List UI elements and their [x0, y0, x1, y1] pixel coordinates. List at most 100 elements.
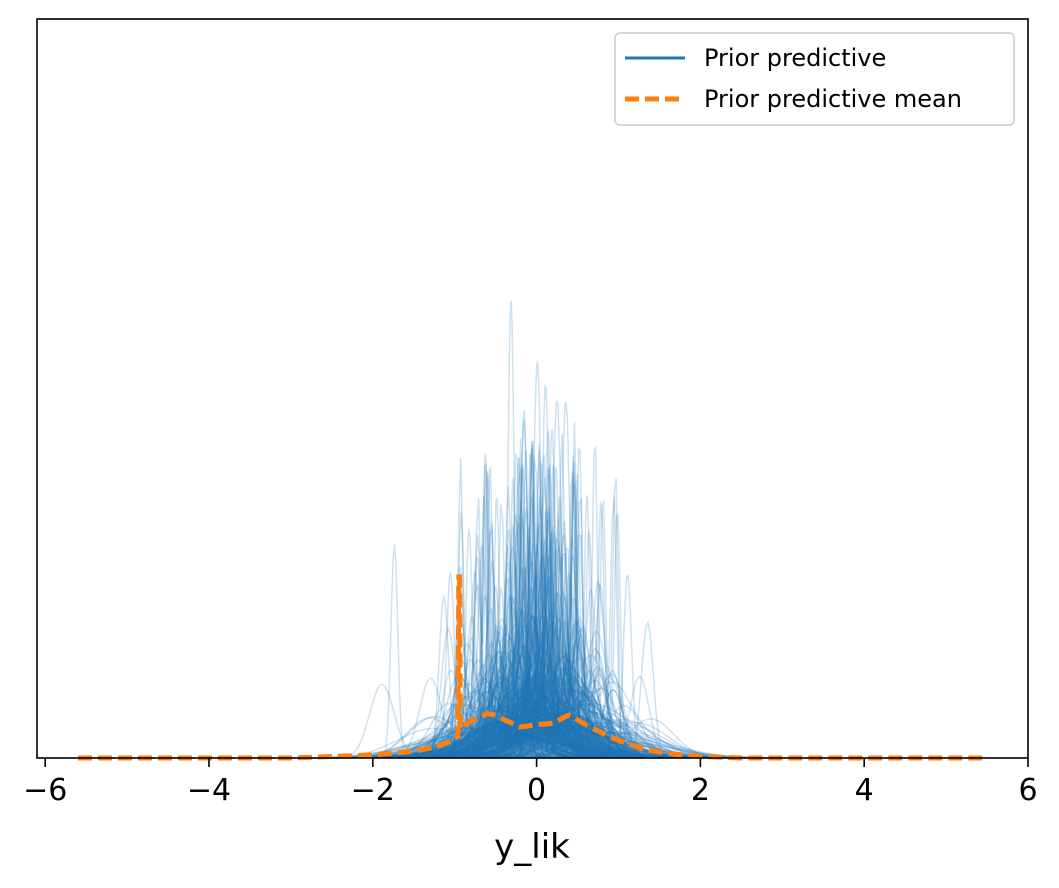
- prior-predictive-draw: [419, 570, 611, 758]
- prior-predictive-draw: [556, 579, 585, 757]
- prior-predictive-draw: [351, 664, 649, 758]
- prior-predictive-draw: [431, 457, 635, 758]
- prior-predictive-draw: [518, 663, 570, 758]
- prior-predictive-draw: [455, 689, 626, 758]
- prior-predictive-draw: [438, 675, 628, 758]
- prior-predictive-draw: [445, 684, 634, 758]
- prior-predictive-draw: [461, 677, 649, 758]
- prior-predictive-draw: [374, 717, 706, 758]
- prior-predictive-draw: [372, 715, 697, 758]
- prior-predictive-draw: [469, 717, 633, 758]
- prior-predictive-draw: [495, 661, 656, 758]
- prior-predictive-draw: [432, 611, 655, 758]
- prior-predictive-draw: [423, 636, 567, 758]
- prior-predictive-draw: [474, 494, 494, 756]
- prior-predictive-draw: [502, 638, 541, 758]
- prior-predictive-draw: [398, 659, 611, 758]
- prior-predictive-draw: [470, 594, 500, 757]
- prior-predictive-draw: [435, 497, 634, 758]
- prior-predictive-draw: [530, 539, 554, 756]
- prior-predictive-draw: [516, 579, 647, 758]
- prior-predictive-draw: [449, 731, 676, 758]
- prior-predictive-draw: [393, 675, 686, 758]
- prior-predictive-draw: [458, 528, 564, 758]
- prior-predictive-draw: [445, 724, 683, 758]
- prior-predictive-draw: [398, 470, 671, 758]
- prior-predictive-draw: [492, 495, 597, 758]
- prior-predictive-draw: [518, 719, 662, 758]
- prior-predictive-draw: [515, 716, 633, 758]
- prior-predictive-draw: [544, 548, 569, 757]
- prior-predictive-draw: [437, 514, 608, 758]
- prior-predictive-draw: [448, 731, 617, 758]
- prior-predictive-draw: [494, 714, 620, 758]
- prior-predictive-draw: [365, 644, 657, 758]
- prior-predictive-draw: [450, 576, 629, 758]
- prior-predictive-draw: [406, 630, 646, 758]
- x-tick-label: 6: [1018, 773, 1037, 808]
- prior-predictive-draw: [497, 529, 558, 758]
- prior-predictive-draw: [469, 677, 708, 758]
- prior-predictive-draw: [383, 660, 660, 758]
- prior-predictive-draw: [360, 610, 703, 758]
- prior-predictive-draw: [470, 641, 646, 758]
- prior-predictive-draw: [483, 715, 597, 758]
- prior-predictive-draw: [454, 667, 638, 758]
- prior-predictive-draw: [494, 673, 647, 758]
- prior-predictive-draw: [479, 715, 623, 758]
- prior-predictive-draw: [454, 725, 695, 758]
- prior-predictive-draw: [390, 587, 663, 758]
- prior-predictive-draw: [454, 716, 614, 758]
- prior-predictive-draw: [433, 678, 648, 758]
- prior-predictive-draw: [467, 710, 600, 758]
- prior-predictive-draw: [420, 594, 571, 758]
- prior-predictive-draw: [406, 664, 716, 758]
- prior-predictive-draw: [472, 710, 570, 758]
- prior-predictive-draw: [496, 550, 595, 758]
- prior-predictive-draw: [508, 589, 538, 757]
- prior-predictive-draw: [401, 739, 673, 758]
- legend-label-prior-predictive-mean: Prior predictive mean: [704, 85, 962, 113]
- prior-predictive-draw: [460, 501, 648, 758]
- prior-predictive-draw: [425, 638, 655, 758]
- prior-predictive-draw: [492, 440, 563, 758]
- prior-predictive-draw: [524, 622, 649, 758]
- prior-predictive-draw: [423, 629, 733, 758]
- prior-predictive-draw: [403, 737, 649, 758]
- prior-predictive-draw: [415, 450, 648, 758]
- prior-predictive-draw: [353, 706, 638, 758]
- prior-predictive-draw: [459, 482, 625, 758]
- prior-predictive-draw: [518, 529, 600, 758]
- prior-predictive-draw: [468, 697, 666, 758]
- prior-predictive-draw: [400, 595, 679, 758]
- prior-predictive-draw: [553, 712, 664, 758]
- prior-predictive-draw: [441, 677, 634, 758]
- prior-predictive-draw: [424, 595, 583, 758]
- prior-predictive-draw: [423, 623, 603, 758]
- prior-predictive-draw: [408, 673, 645, 758]
- prior-predictive-draw: [499, 705, 591, 758]
- prior-predictive-draw: [473, 718, 633, 758]
- prior-predictive-draw: [387, 629, 642, 758]
- prior-predictive-draw: [443, 688, 658, 758]
- x-tick-label: 0: [527, 773, 546, 808]
- prior-predictive-draw: [477, 636, 663, 758]
- prior-predictive-draw: [479, 727, 640, 758]
- prior-predictive-draw: [406, 737, 680, 758]
- prior-predictive-draw: [325, 554, 573, 758]
- prior-predictive-draw: [425, 684, 602, 758]
- prior-predictive-draw: [483, 699, 572, 758]
- prior-predictive-draw: [367, 422, 657, 758]
- prior-predictive-draw: [382, 735, 610, 758]
- prior-predictive-draw: [394, 545, 575, 758]
- prior-predictive-draw: [445, 623, 680, 758]
- prior-predictive-draw: [419, 704, 717, 758]
- prior-predictive-draw: [422, 554, 646, 758]
- prior-predictive-draw: [399, 679, 652, 758]
- prior-predictive-draw: [561, 537, 584, 756]
- prior-predictive-draw: [389, 457, 694, 758]
- prior-predictive-mean-layer: [78, 574, 983, 761]
- prior-predictive-draw: [507, 714, 647, 758]
- prior-predictive-draw: [533, 555, 720, 758]
